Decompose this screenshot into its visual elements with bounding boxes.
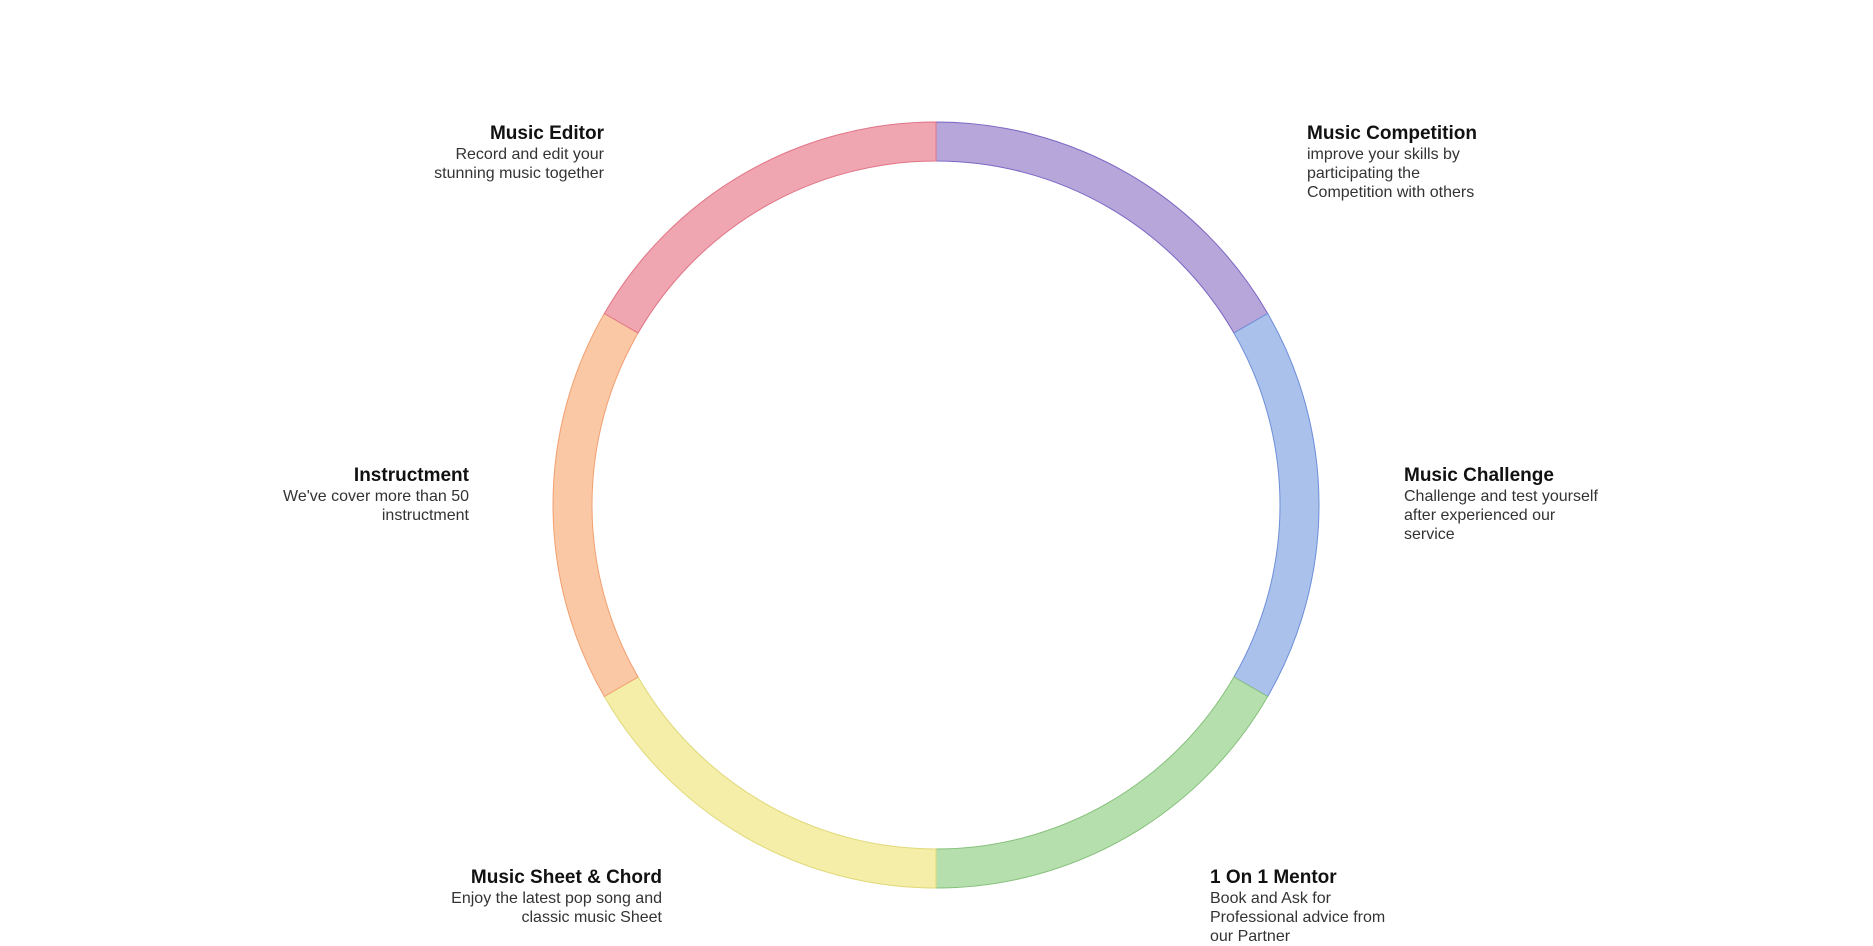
segment-description: Challenge and test yourself after experi… (1404, 488, 1598, 543)
segment-description: Book and Ask for Professional advice fro… (1210, 890, 1386, 945)
segment-description: We've cover more than 50 instructment (283, 488, 469, 524)
label-music-sheet-chord: Music Sheet & Chord Enjoy the latest pop… (432, 868, 662, 927)
segment-description: improve your skills by participating the… (1307, 146, 1475, 201)
segment-description: Enjoy the latest pop song and classic mu… (451, 890, 662, 926)
ring-segment-music-challenge[interactable] (1233, 312, 1320, 698)
ring-segment-1-on-1-mentor[interactable] (935, 676, 1269, 889)
label-1-on-1-mentor: 1 On 1 Mentor Book and Ask for Professio… (1210, 868, 1400, 946)
ring-segment-music-sheet-chord[interactable] (603, 676, 937, 889)
segment-title: Music Competition (1307, 123, 1477, 144)
segment-title: Instructment (353, 465, 469, 486)
segment-title: 1 On 1 Mentor (1210, 867, 1337, 888)
segment-title: Music Challenge (1404, 465, 1554, 486)
label-music-competition: Music Competition improve your skills by… (1307, 124, 1507, 202)
ring-segment-music-competition[interactable] (935, 121, 1269, 334)
segment-title: Music Sheet & Chord (470, 867, 662, 888)
ring-segment-instructment[interactable] (552, 312, 639, 698)
segment-description: Record and edit your stunning music toge… (434, 146, 604, 182)
ring-segment-music-editor[interactable] (603, 121, 937, 334)
label-music-challenge: Music Challenge Challenge and test yours… (1404, 466, 1604, 544)
segment-title: Music Editor (489, 123, 604, 144)
label-music-editor: Music Editor Record and edit your stunni… (404, 124, 604, 183)
label-instructment: Instructment We've cover more than 50 in… (256, 466, 469, 525)
